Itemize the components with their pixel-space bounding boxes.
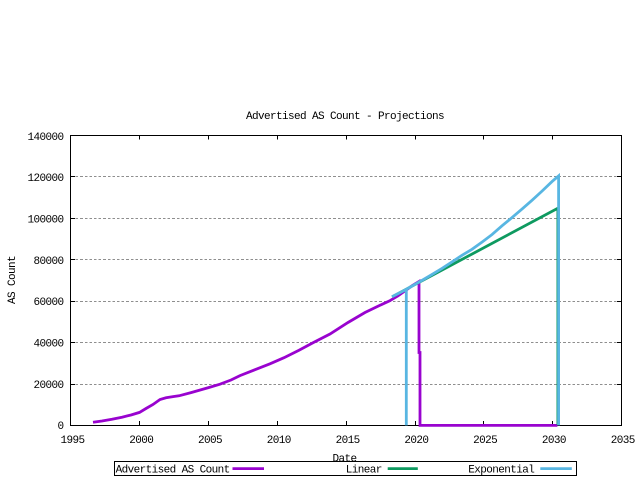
svg-text:Linear: Linear <box>346 465 382 477</box>
svg-text:Date: Date <box>332 453 356 465</box>
svg-text:100000: 100000 <box>27 215 63 227</box>
svg-text:2010: 2010 <box>267 435 291 447</box>
svg-text:40000: 40000 <box>33 339 63 351</box>
svg-text:0: 0 <box>57 421 63 433</box>
svg-text:2035: 2035 <box>611 435 635 447</box>
svg-text:Advertised AS Count - Projecti: Advertised AS Count - Projections <box>246 111 444 123</box>
svg-text:60000: 60000 <box>33 297 63 309</box>
svg-text:1995: 1995 <box>60 435 84 447</box>
svg-text:2000: 2000 <box>129 435 153 447</box>
svg-text:AS Count: AS Count <box>7 256 19 304</box>
svg-text:20000: 20000 <box>33 380 63 392</box>
svg-text:2020: 2020 <box>404 435 428 447</box>
svg-text:120000: 120000 <box>27 173 63 185</box>
svg-text:80000: 80000 <box>33 256 63 268</box>
svg-text:2030: 2030 <box>542 435 566 447</box>
svg-text:Advertised AS Count: Advertised AS Count <box>116 465 230 477</box>
svg-text:2005: 2005 <box>198 435 222 447</box>
svg-text:140000: 140000 <box>27 132 63 144</box>
svg-text:2015: 2015 <box>336 435 360 447</box>
svg-text:Exponential: Exponential <box>468 465 534 477</box>
svg-text:2025: 2025 <box>473 435 497 447</box>
